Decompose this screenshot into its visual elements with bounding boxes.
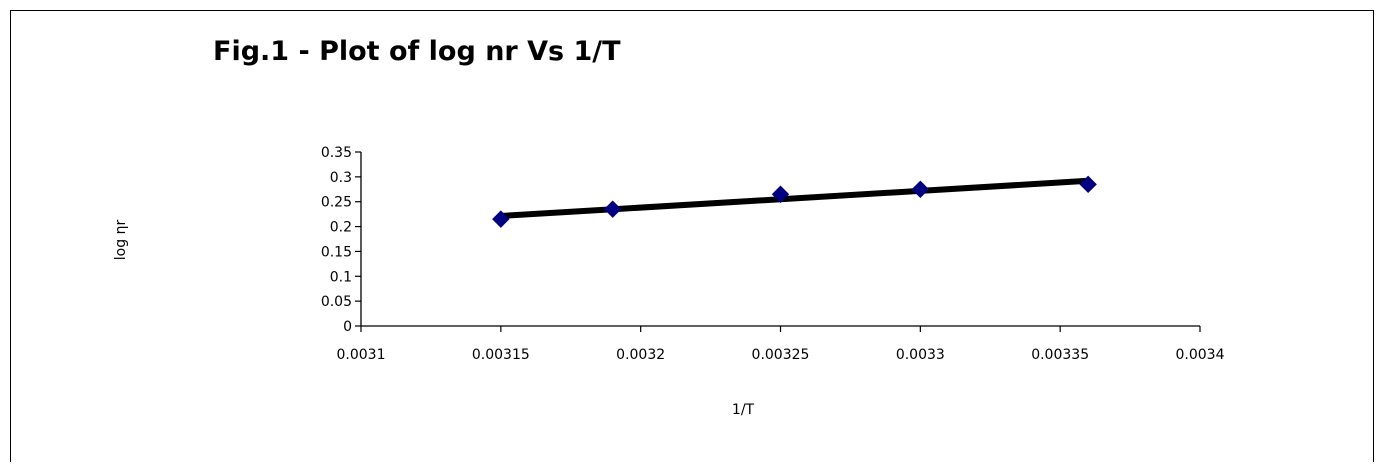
y-tick-label: 0.15 [321, 244, 352, 260]
points-layer [492, 175, 1097, 228]
data-point [911, 180, 930, 198]
y-tick-label: 0.25 [321, 195, 352, 211]
x-axis-title: 1/T [732, 402, 755, 418]
x-tick-label: 0.00315 [472, 347, 530, 363]
trendline [497, 177, 1092, 219]
x-tick-label: 0.00325 [752, 347, 810, 363]
chart-frame [10, 10, 1374, 462]
y-tick-label: 0.05 [321, 294, 352, 310]
y-tick-label: 0.35 [321, 145, 352, 161]
chart-title: Fig.1 - Plot of log nr Vs 1/T [213, 36, 621, 67]
y-axis-title: log ηr [113, 220, 129, 261]
y-tick-label: 0 [343, 319, 352, 335]
y-tick-label: 0.2 [330, 220, 352, 236]
data-point [771, 185, 790, 203]
data-point [603, 200, 622, 218]
axes: 0 0.05 0.1 0.15 0.2 0.25 0.3 0.35 0.0031 0.00315 0… [321, 145, 1225, 363]
data-point [1079, 175, 1097, 194]
x-tick-label: 0.0034 [1176, 347, 1225, 363]
y-tick-label: 0.3 [330, 170, 352, 186]
x-tick-label: 0.0033 [896, 347, 945, 363]
trendline-layer [497, 177, 1092, 219]
x-tick-label: 0.0032 [616, 347, 665, 363]
y-tick-label: 0.1 [330, 269, 352, 285]
x-tick-label: 0.0031 [337, 347, 386, 363]
data-point [492, 210, 510, 228]
x-tick-label: 0.00335 [1031, 347, 1089, 363]
